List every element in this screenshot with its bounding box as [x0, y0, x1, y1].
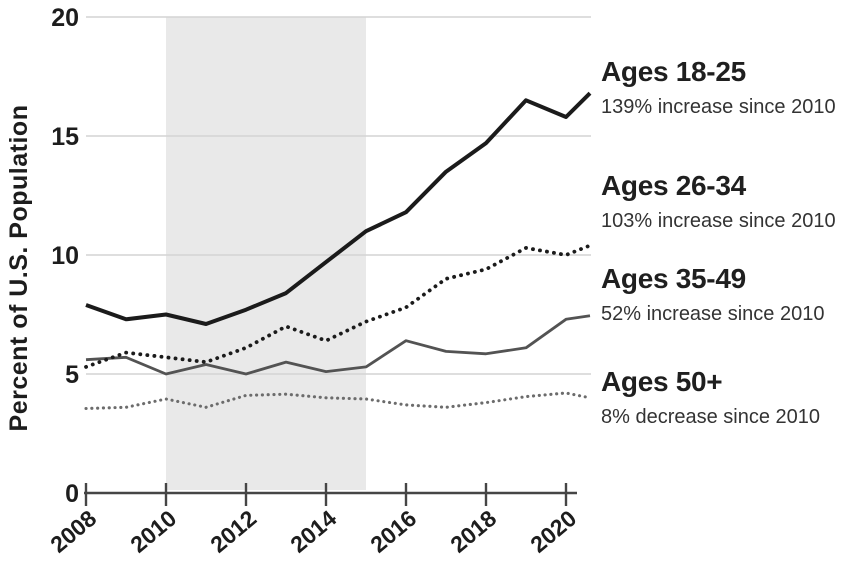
- legend-title: Ages 35-49: [601, 263, 746, 294]
- y-tick-label: 10: [51, 242, 79, 270]
- y-axis-title: Percent of U.S. Population: [5, 105, 33, 432]
- legend-annotation: 8% decrease since 2010: [601, 406, 821, 428]
- legend-title: Ages 26-34: [601, 170, 746, 201]
- y-tick-label: 15: [51, 123, 79, 151]
- legend-item-ages-35-49: Ages 35-49 52% increase since 2010: [601, 263, 824, 326]
- legend-annotation: 52% increase since 2010: [601, 303, 825, 325]
- x-tick-label: 2020: [525, 505, 581, 558]
- legend-annotation: 103% increase since 2010: [601, 210, 836, 232]
- legend-item-ages-50-plus: Ages 50+ 8% decrease since 2010: [601, 366, 820, 429]
- x-tick-label: 2010: [125, 505, 181, 558]
- x-tick-label: 2018: [445, 505, 501, 558]
- shaded-band-2010-2015: [166, 17, 366, 490]
- y-tick-label: 0: [65, 480, 79, 508]
- y-tick-label: 20: [51, 4, 79, 32]
- series-line-ages-50-: [84, 391, 592, 411]
- x-tick-label: 2008: [45, 505, 101, 558]
- legend-annotation: 139% increase since 2010: [601, 96, 836, 118]
- legend-title: Ages 50+: [601, 366, 723, 397]
- series-line-ages-35-49: [85, 314, 591, 376]
- x-tick-label: 2014: [285, 505, 341, 558]
- series-line-ages-18-25: [85, 91, 592, 326]
- x-tick-label: 2012: [205, 505, 261, 558]
- x-tick-label: 2016: [365, 505, 421, 558]
- legend-item-ages-26-34: Ages 26-34 103% increase since 2010: [601, 170, 836, 233]
- series-line-ages-26-34: [84, 243, 592, 369]
- legend-item-ages-18-25: Ages 18-25 139% increase since 2010: [601, 56, 836, 119]
- y-tick-label: 5: [65, 361, 79, 389]
- legend-title: Ages 18-25: [601, 56, 746, 87]
